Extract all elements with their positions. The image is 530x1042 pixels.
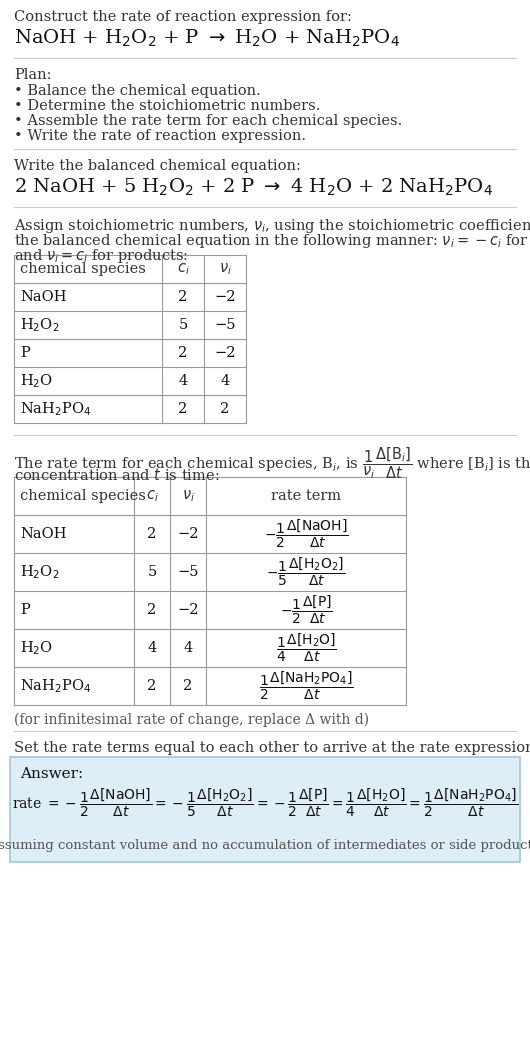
Text: 4: 4: [183, 641, 192, 655]
Text: • Write the rate of reaction expression.: • Write the rate of reaction expression.: [14, 129, 306, 143]
Text: NaH$_2$PO$_4$: NaH$_2$PO$_4$: [20, 400, 91, 418]
Text: $\dfrac{1}{4}\dfrac{\Delta[\mathrm{H_2O}]}{\Delta t}$: $\dfrac{1}{4}\dfrac{\Delta[\mathrm{H_2O}…: [276, 631, 337, 664]
Text: −2: −2: [214, 290, 236, 304]
Text: 4: 4: [220, 374, 229, 388]
Text: 4: 4: [147, 641, 157, 655]
Text: $\nu_i$: $\nu_i$: [181, 488, 195, 504]
Text: 2: 2: [179, 290, 188, 304]
Text: 2: 2: [179, 402, 188, 416]
Text: H$_2$O: H$_2$O: [20, 372, 53, 390]
Text: chemical species: chemical species: [20, 262, 146, 276]
Text: chemical species: chemical species: [20, 489, 146, 503]
Text: −2: −2: [177, 603, 199, 617]
Text: Assign stoichiometric numbers, $\nu_i$, using the stoichiometric coefficients, $: Assign stoichiometric numbers, $\nu_i$, …: [14, 217, 530, 235]
Text: −2: −2: [214, 346, 236, 359]
Text: $\nu_i$: $\nu_i$: [218, 262, 232, 277]
Text: 2: 2: [147, 527, 157, 541]
Text: 2: 2: [183, 679, 192, 693]
Text: $c_i$: $c_i$: [176, 262, 189, 277]
Text: −2: −2: [177, 527, 199, 541]
Text: 2: 2: [147, 679, 157, 693]
Text: rate $= -\dfrac{1}{2}\dfrac{\Delta[\mathrm{NaOH}]}{\Delta t} = -\dfrac{1}{5}\dfr: rate $= -\dfrac{1}{2}\dfrac{\Delta[\math…: [12, 787, 518, 819]
Text: NaOH: NaOH: [20, 527, 66, 541]
Text: $-\dfrac{1}{2}\dfrac{\Delta[\mathrm{NaOH}]}{\Delta t}$: $-\dfrac{1}{2}\dfrac{\Delta[\mathrm{NaOH…: [263, 518, 348, 550]
Text: 4: 4: [179, 374, 188, 388]
Text: $c_i$: $c_i$: [146, 488, 158, 504]
Text: $\dfrac{1}{2}\dfrac{\Delta[\mathrm{NaH_2PO_4}]}{\Delta t}$: $\dfrac{1}{2}\dfrac{\Delta[\mathrm{NaH_2…: [259, 670, 354, 702]
Text: (assuming constant volume and no accumulation of intermediates or side products): (assuming constant volume and no accumul…: [0, 839, 530, 852]
Text: P: P: [20, 603, 30, 617]
Text: H$_2$O$_2$: H$_2$O$_2$: [20, 316, 59, 333]
Text: H$_2$O: H$_2$O: [20, 639, 53, 656]
Text: rate term: rate term: [271, 489, 341, 503]
Text: The rate term for each chemical species, B$_i$, is $\dfrac{1}{\nu_i}\dfrac{\Delt: The rate term for each chemical species,…: [14, 445, 530, 480]
Text: Plan:: Plan:: [14, 68, 51, 82]
Text: NaOH + H$_2$O$_2$ + P $\rightarrow$ H$_2$O + NaH$_2$PO$_4$: NaOH + H$_2$O$_2$ + P $\rightarrow$ H$_2…: [14, 28, 400, 49]
Text: H$_2$O$_2$: H$_2$O$_2$: [20, 563, 59, 580]
Text: $-\dfrac{1}{2}\dfrac{\Delta[\mathrm{P}]}{\Delta t}$: $-\dfrac{1}{2}\dfrac{\Delta[\mathrm{P}]}…: [279, 594, 332, 626]
Text: −5: −5: [177, 565, 199, 579]
Text: 2: 2: [179, 346, 188, 359]
Text: −5: −5: [214, 318, 236, 332]
Text: • Determine the stoichiometric numbers.: • Determine the stoichiometric numbers.: [14, 99, 320, 113]
Text: Construct the rate of reaction expression for:: Construct the rate of reaction expressio…: [14, 10, 352, 24]
Text: • Balance the chemical equation.: • Balance the chemical equation.: [14, 84, 261, 98]
Text: P: P: [20, 346, 30, 359]
Text: 2: 2: [220, 402, 229, 416]
Text: Write the balanced chemical equation:: Write the balanced chemical equation:: [14, 159, 301, 173]
Text: Set the rate terms equal to each other to arrive at the rate expression:: Set the rate terms equal to each other t…: [14, 741, 530, 755]
Text: (for infinitesimal rate of change, replace Δ with d): (for infinitesimal rate of change, repla…: [14, 713, 369, 727]
Text: the balanced chemical equation in the following manner: $\nu_i = -c_i$ for react: the balanced chemical equation in the fo…: [14, 232, 530, 250]
Text: $-\dfrac{1}{5}\dfrac{\Delta[\mathrm{H_2O_2}]}{\Delta t}$: $-\dfrac{1}{5}\dfrac{\Delta[\mathrm{H_2O…: [267, 555, 346, 588]
Text: • Assemble the rate term for each chemical species.: • Assemble the rate term for each chemic…: [14, 114, 402, 128]
Text: 5: 5: [179, 318, 188, 332]
Text: and $\nu_i = c_i$ for products:: and $\nu_i = c_i$ for products:: [14, 247, 188, 265]
Text: 2 NaOH + 5 H$_2$O$_2$ + 2 P $\rightarrow$ 4 H$_2$O + 2 NaH$_2$PO$_4$: 2 NaOH + 5 H$_2$O$_2$ + 2 P $\rightarrow…: [14, 177, 493, 198]
Text: 2: 2: [147, 603, 157, 617]
Text: NaH$_2$PO$_4$: NaH$_2$PO$_4$: [20, 677, 91, 695]
Text: 5: 5: [147, 565, 157, 579]
Text: concentration and $t$ is time:: concentration and $t$ is time:: [14, 467, 219, 483]
Text: NaOH: NaOH: [20, 290, 66, 304]
FancyBboxPatch shape: [10, 756, 520, 862]
Text: Answer:: Answer:: [20, 767, 83, 782]
